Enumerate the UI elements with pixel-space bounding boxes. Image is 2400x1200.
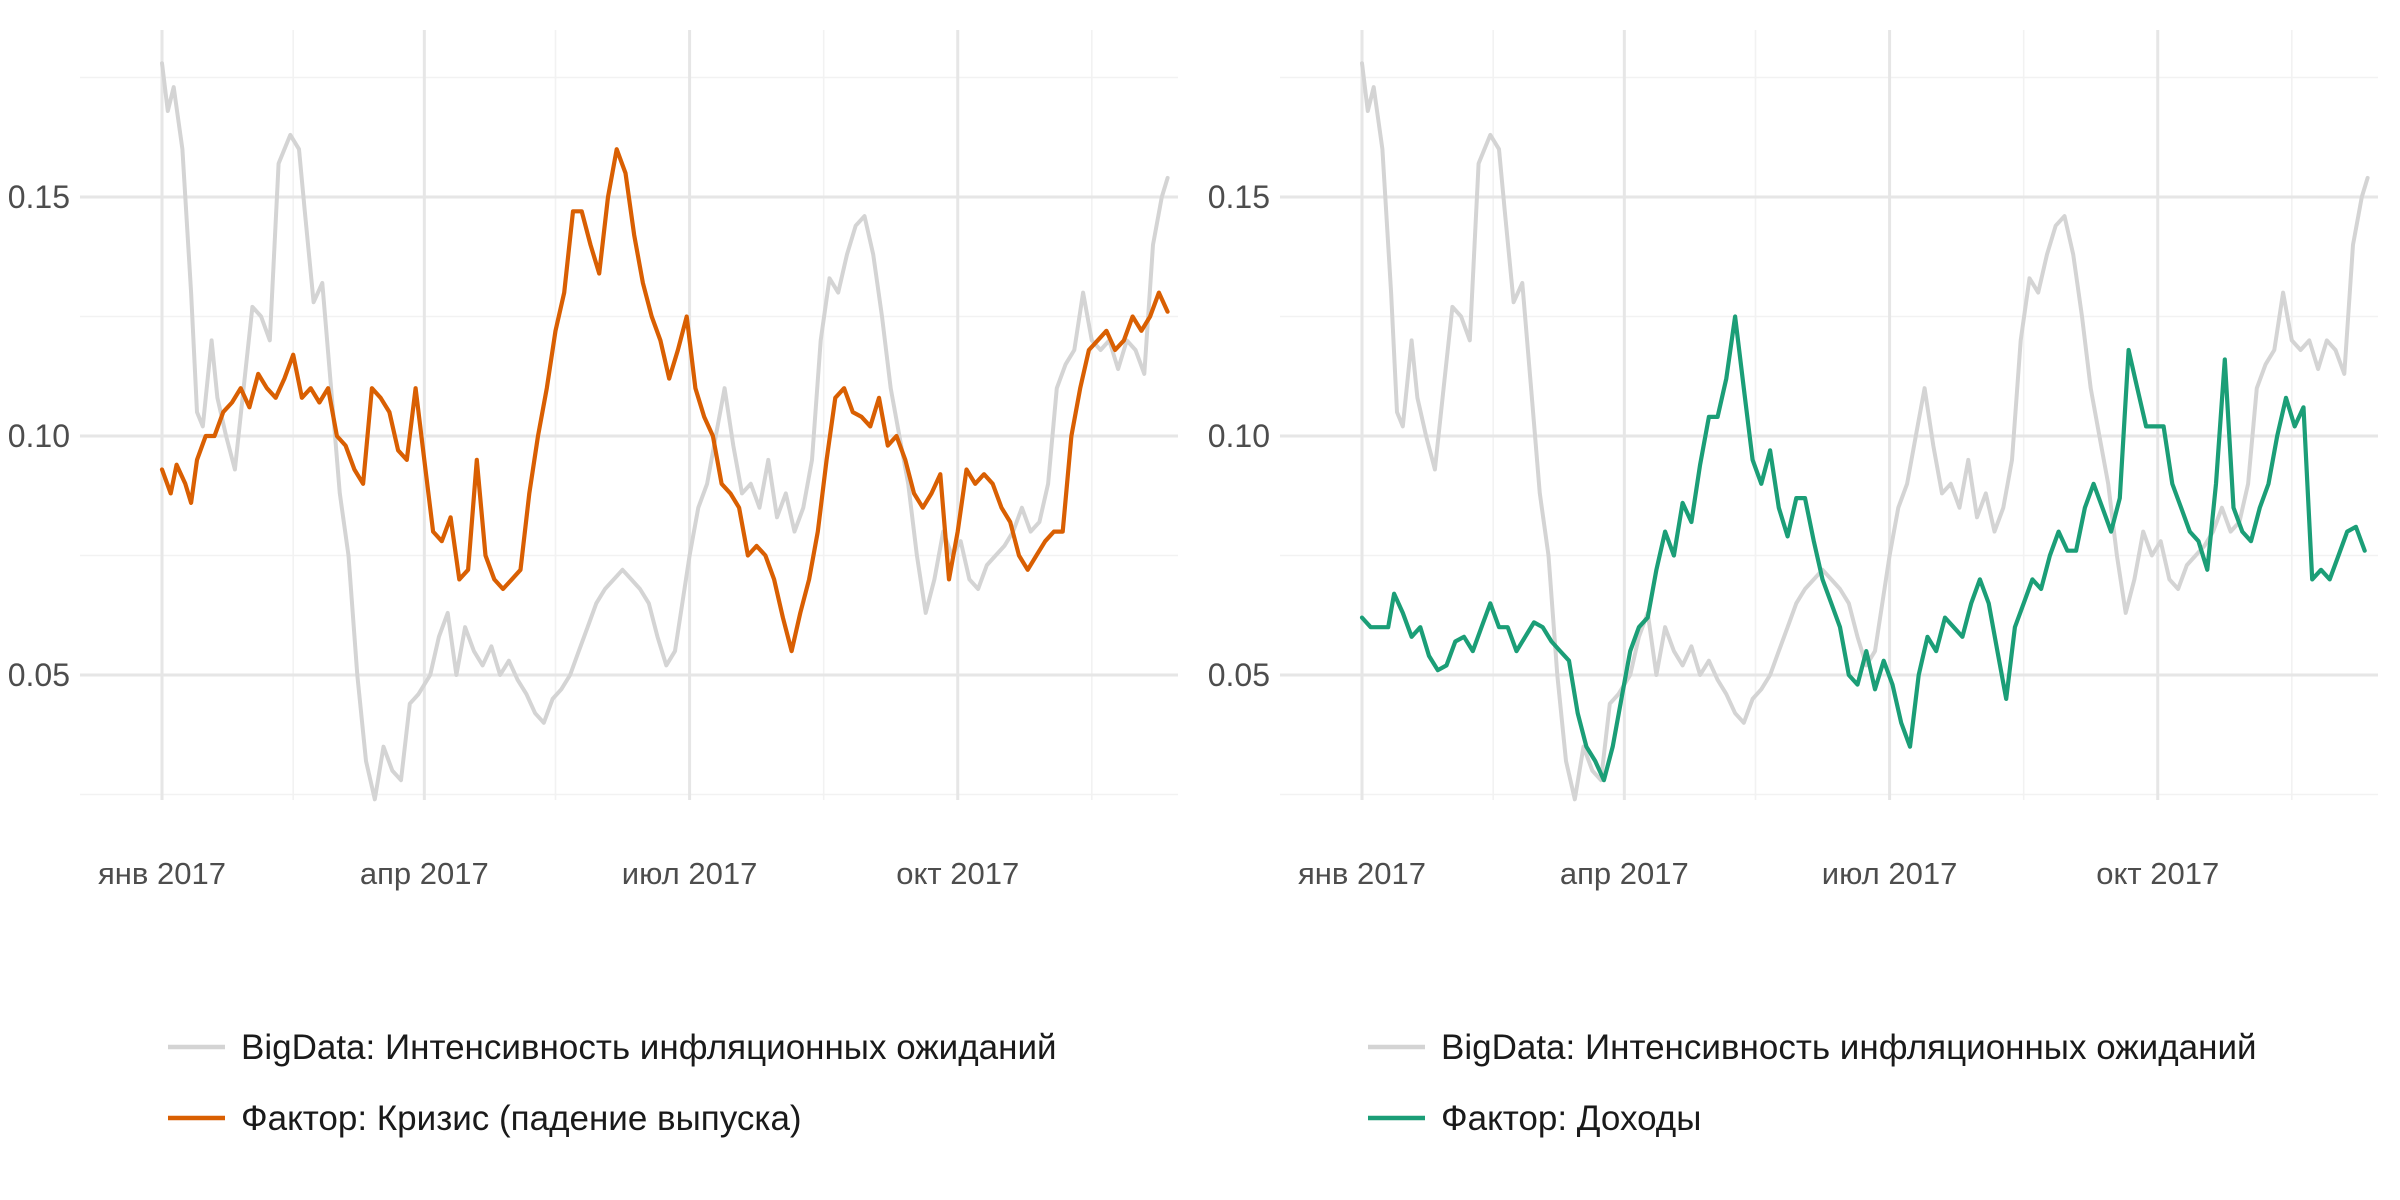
x-tick-label: апр 2017 <box>1560 856 1689 891</box>
legend-label: Фактор: Доходы <box>1441 1099 1701 1138</box>
x-tick-label: янв 2017 <box>98 856 226 891</box>
legend-right: BigData: Интенсивность инфляционных ожид… <box>1368 1028 2257 1138</box>
y-tick-label: 0.10 <box>8 418 70 454</box>
x-tick-label: окт 2017 <box>896 856 1019 891</box>
y-tick-label: 0.15 <box>8 179 70 215</box>
y-tick-label: 0.05 <box>1208 657 1270 693</box>
x-tick-label: июл 2017 <box>622 856 758 891</box>
legend-label: BigData: Интенсивность инфляционных ожид… <box>241 1028 1057 1067</box>
legend-left: BigData: Интенсивность инфляционных ожид… <box>168 1028 1057 1138</box>
series-line-bigdata <box>160 61 1170 802</box>
chart-panel-left: 0.05 0.10 0.15 янв 2017 апр 2017 июл 2017 окт … <box>8 30 1178 891</box>
legend-label: BigData: Интенсивность инфляционных ожид… <box>1441 1028 2257 1067</box>
series-line-factor <box>159 147 1170 654</box>
y-tick-label: 0.15 <box>1208 179 1270 215</box>
x-tick-label: окт 2017 <box>2096 856 2219 891</box>
y-tick-label: 0.05 <box>8 657 70 693</box>
chart-panel-right: 0.05 0.10 0.15 янв 2017 апр 2017 июл 2017 окт … <box>1208 30 2378 891</box>
x-tick-label: июл 2017 <box>1822 856 1958 891</box>
legend-label: Фактор: Кризис (падение выпуска) <box>241 1099 802 1138</box>
x-tick-label: янв 2017 <box>1298 856 1426 891</box>
series-line-bigdata <box>1360 61 2370 802</box>
x-tick-label: апр 2017 <box>360 856 489 891</box>
series-line-factor <box>1359 314 2367 783</box>
y-tick-label: 0.10 <box>1208 418 1270 454</box>
